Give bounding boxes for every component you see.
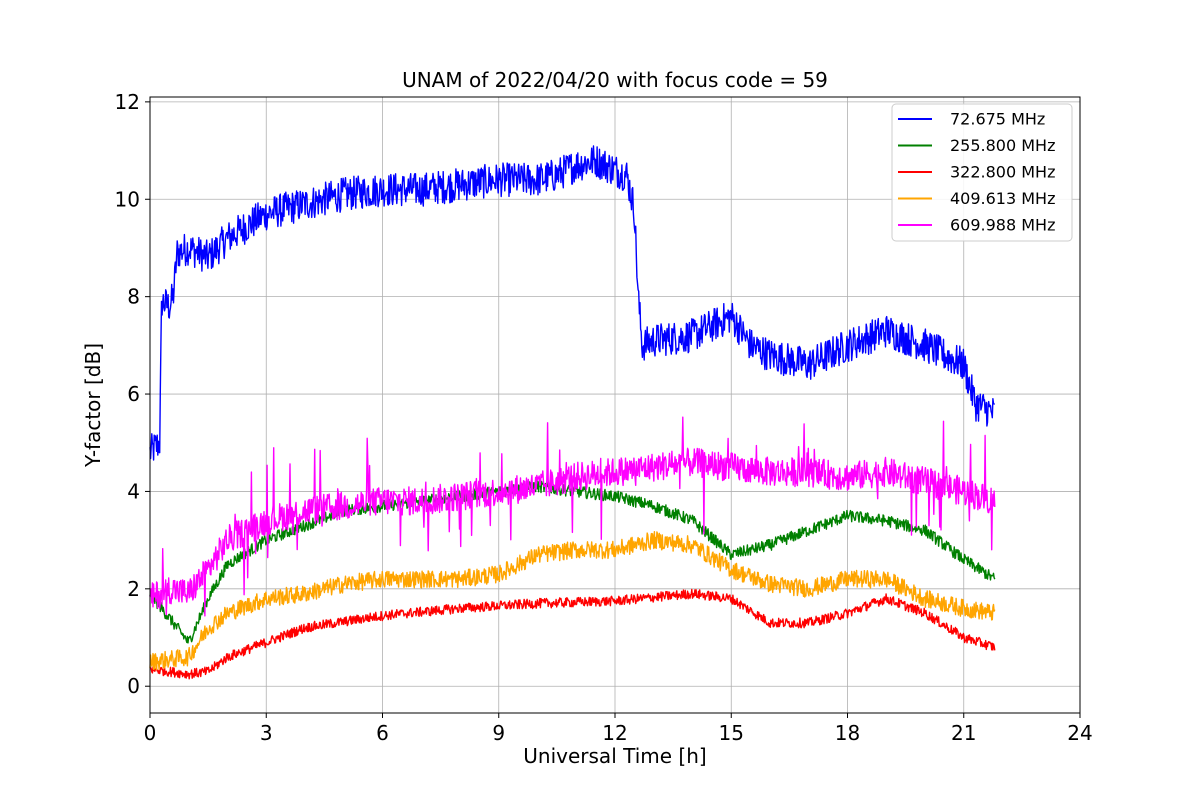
series-line [149,416,996,617]
series-line [149,588,996,680]
legend-label: 609.988 MHz [950,216,1055,235]
series-layer [149,145,996,680]
x-tick-label: 6 [376,721,389,745]
legend-label: 409.613 MHz [950,189,1055,208]
chart-title: UNAM of 2022/04/20 with focus code = 59 [402,68,828,92]
x-tick-label: 0 [144,721,157,745]
x-tick-label: 9 [492,721,505,745]
legend-label: 255.800 MHz [950,136,1055,155]
y-tick-label: 6 [127,382,140,406]
series-line [149,531,996,671]
x-axis-label: Universal Time [h] [523,744,706,768]
x-tick-label: 24 [1067,721,1092,745]
x-tick-label: 3 [260,721,273,745]
legend: 72.675 MHz 255.800 MHz 322.800 MHz 409.613 … [891,103,1073,242]
y-tick-label: 0 [127,674,140,698]
x-tick-label: 15 [719,721,744,745]
y-tick-label: 12 [115,90,140,114]
y-tick-label: 4 [127,479,140,503]
y-tick-label: 10 [115,187,140,211]
series-line [149,145,995,461]
legend-box [891,103,1073,242]
y-axis-label: Y-factor [dB] [81,343,105,468]
x-tick-label: 12 [602,721,627,745]
y-axis: 0 2 4 6 8 10 12 [115,90,150,698]
y-tick-label: 8 [127,285,140,309]
x-tick-label: 18 [835,721,860,745]
legend-label: 72.675 MHz [950,110,1045,129]
y-tick-label: 2 [127,577,140,601]
x-tick-label: 21 [951,721,976,745]
x-axis: 0 3 6 9 12 15 18 21 24 [144,713,1093,745]
legend-label: 322.800 MHz [950,163,1055,182]
